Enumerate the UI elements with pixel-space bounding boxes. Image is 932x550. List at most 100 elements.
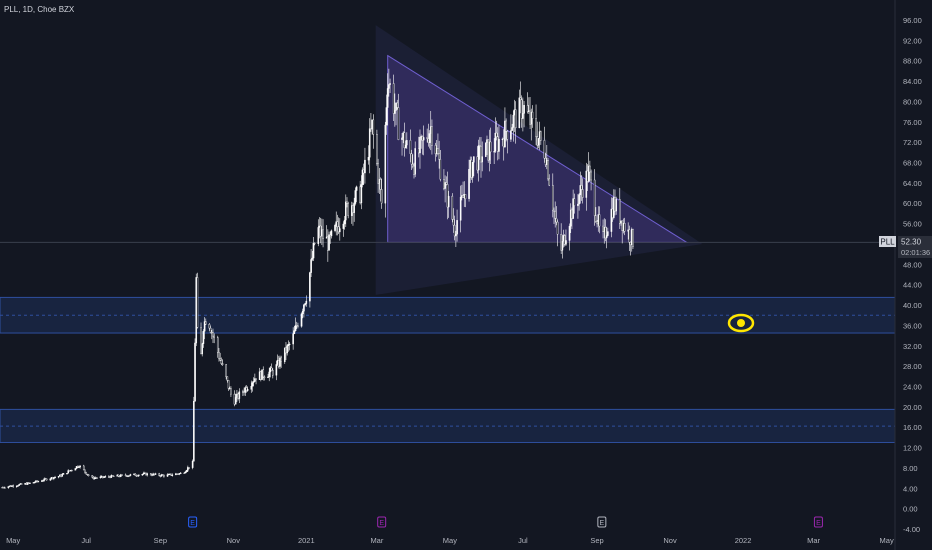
y-tick-label: 24.00 [903, 382, 922, 391]
candle-body [526, 105, 529, 112]
candle-body [565, 240, 567, 245]
candle-body [121, 474, 123, 476]
x-tick-label: Sep [590, 536, 603, 545]
candle-body [489, 141, 492, 153]
candle-body [519, 97, 522, 100]
candle-body [283, 347, 286, 362]
candle-body [300, 313, 303, 327]
candle-body [579, 185, 582, 195]
candle-body [57, 476, 60, 478]
candle-body [610, 208, 613, 232]
x-tick-label: 2021 [298, 536, 315, 545]
candle-body [146, 473, 148, 476]
earnings-marker[interactable]: E [597, 516, 607, 528]
candle-body [149, 473, 152, 476]
candle-body [451, 195, 454, 220]
candle-body [12, 485, 14, 487]
candle-body [593, 179, 596, 216]
candle-body [568, 225, 571, 241]
candle-body [205, 321, 207, 325]
candle-body [179, 472, 182, 474]
candle-body [554, 211, 556, 219]
candle-body [455, 233, 457, 237]
price-tag-countdown: 02:01:36 [901, 248, 930, 257]
earnings-marker[interactable]: E [188, 516, 198, 528]
x-tick-label: Mar [370, 536, 383, 545]
eye-icon[interactable] [727, 313, 755, 333]
y-tick-label: 56.00 [903, 220, 922, 229]
candle-body [74, 468, 77, 471]
candle-body [581, 189, 584, 198]
candle-body [20, 483, 23, 485]
y-tick-label: 64.00 [903, 179, 922, 188]
candle-body [446, 184, 449, 208]
candle-body [117, 474, 120, 477]
y-tick-label: 12.00 [903, 444, 922, 453]
candle-body [220, 359, 223, 364]
candle-body [419, 136, 421, 154]
candle-body [184, 471, 187, 474]
earnings-marker[interactable]: E [813, 516, 823, 528]
candle-body [578, 194, 580, 205]
candle-body [328, 234, 330, 251]
candle-body [78, 466, 80, 468]
candle-body [473, 156, 475, 163]
candle-body [556, 221, 559, 235]
candle-body [252, 381, 255, 383]
candle-body [310, 259, 312, 273]
candle-body [218, 352, 220, 359]
candle-body [367, 157, 370, 161]
candle-body [221, 363, 224, 365]
candle-body [54, 476, 56, 479]
candle-body [61, 474, 64, 477]
candle-body [301, 310, 304, 315]
candle-body [426, 137, 428, 139]
y-tick-label: 80.00 [903, 97, 922, 106]
candle-body [511, 127, 513, 131]
candle-body [262, 369, 265, 378]
candle-body [82, 465, 85, 471]
y-tick-label: 72.00 [903, 138, 922, 147]
candle-body [91, 475, 93, 478]
candle-body [99, 476, 102, 479]
candle-body [96, 477, 98, 479]
candle-body [45, 478, 48, 481]
y-tick-label: 8.00 [903, 464, 918, 473]
candle-body [104, 476, 107, 478]
candle-body [191, 460, 194, 468]
candle-body [605, 235, 608, 239]
candle-body [255, 378, 257, 380]
candle-body [110, 475, 113, 478]
candle-body [84, 469, 86, 473]
candle-body [166, 474, 169, 477]
candle-body [522, 113, 524, 119]
candle-body [385, 107, 388, 126]
candle-body [459, 196, 462, 221]
candle-body [203, 321, 206, 332]
y-tick-label: 60.00 [903, 199, 922, 208]
candle-body [322, 229, 324, 239]
candle-body [124, 474, 127, 476]
y-tick-label: 32.00 [903, 342, 922, 351]
y-tick-label: 20.00 [903, 403, 922, 412]
time-axis[interactable]: May Jul Sep Nov 2021 Mar May Jul Sep Nov 2022 Mar Ma… [6, 536, 894, 545]
candle-body [202, 331, 205, 344]
candle-body [518, 97, 521, 129]
candle-body [572, 198, 574, 219]
earnings-marker[interactable]: E [377, 516, 387, 528]
candle-body [494, 132, 497, 152]
candle-body [293, 330, 296, 334]
candle-body [498, 138, 500, 152]
candle-body [268, 371, 271, 378]
candle-body [62, 473, 65, 475]
candle-body [313, 242, 316, 245]
candle-body [477, 145, 480, 171]
candle-body [141, 474, 144, 476]
earnings-marker-label: E [816, 520, 821, 527]
candle-body [158, 473, 160, 476]
candle-body [171, 474, 174, 476]
candle-body [380, 189, 383, 204]
candle-body [346, 201, 348, 204]
